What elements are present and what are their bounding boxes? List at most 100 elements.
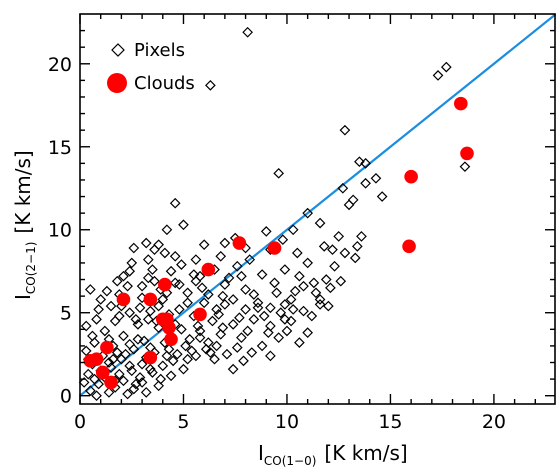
pixel-point: [122, 388, 133, 400]
pixel-point: [145, 305, 156, 317]
pixel-point: [91, 390, 102, 402]
pixel-point: [126, 257, 138, 269]
x-tick-label: 5: [177, 411, 189, 433]
pixel-point: [302, 207, 314, 219]
x-tick-label: 20: [482, 411, 506, 433]
pixel-point: [180, 340, 191, 352]
pixel-point: [184, 333, 196, 345]
y-tick-label: 5: [60, 303, 72, 325]
pixel-point: [211, 304, 222, 315]
pixel-point: [155, 373, 167, 385]
pixel-point: [271, 287, 282, 299]
pixel-point: [182, 353, 193, 365]
y-tick-label: 0: [60, 386, 72, 408]
pixel-point: [273, 167, 285, 179]
pixel-point: [240, 304, 251, 315]
pixel-point: [252, 302, 264, 314]
x-tick-label: 0: [74, 411, 86, 433]
pixel-point: [109, 315, 121, 327]
pixel-point: [118, 330, 129, 342]
pixel-point: [360, 158, 371, 169]
pixel-point: [291, 247, 303, 259]
pixel-point: [236, 270, 247, 282]
pixel-point: [122, 280, 133, 292]
pixel-point: [440, 61, 452, 73]
pixel-point: [302, 257, 314, 269]
pixel-point: [153, 322, 164, 334]
pixel-point: [161, 350, 173, 362]
pixel-point: [169, 250, 181, 262]
pixel-point: [209, 353, 220, 365]
pixel-point: [124, 307, 136, 319]
pixel-point: [215, 328, 227, 340]
cloud-point: [404, 169, 418, 184]
pixel-point: [159, 247, 171, 259]
pixel-point: [269, 277, 280, 289]
cloud-point: [454, 96, 468, 111]
pixel-point: [205, 347, 216, 358]
y-axis-title: ICO(2−1) [K km/s]: [11, 150, 38, 300]
pixel-point: [171, 348, 183, 360]
pixel-point: [256, 340, 268, 352]
cloud-point: [100, 340, 114, 355]
pixel-point: [265, 302, 276, 314]
y-axis-symbol: I: [11, 294, 35, 300]
pixel-point: [294, 337, 305, 348]
cloud-point: [143, 350, 158, 365]
pixel-point: [147, 264, 158, 275]
pixel-point: [219, 237, 231, 249]
pixel-point: [459, 161, 471, 173]
pixel-point: [124, 338, 136, 350]
cloud-point: [164, 332, 178, 347]
pixel-point: [178, 363, 189, 375]
pixel-point: [140, 237, 152, 249]
pixel-point: [190, 275, 202, 287]
pixel-point: [149, 275, 160, 287]
pixel-point: [298, 280, 309, 292]
pixel-point: [256, 269, 268, 280]
pixel-point: [145, 342, 156, 353]
pixel-point: [314, 217, 326, 229]
pixel-point: [82, 368, 94, 380]
data-points: [78, 26, 474, 402]
one-to-one-line: [79, 13, 556, 397]
pixel-point: [343, 199, 355, 211]
pixel-point: [217, 322, 229, 334]
cloud-point: [201, 262, 216, 277]
pixel-point: [136, 280, 148, 292]
pixel-point: [238, 355, 249, 367]
x-tick-label: 15: [378, 411, 402, 433]
pixel-point: [103, 387, 115, 398]
pixel-point: [165, 370, 177, 382]
pixel-point: [215, 250, 227, 262]
cloud-point: [193, 307, 207, 322]
pixel-point: [105, 300, 117, 312]
pixel-point: [298, 305, 309, 317]
pixel-point: [176, 323, 187, 335]
pixel-point: [149, 244, 160, 256]
pixel-point: [87, 330, 98, 342]
pixel-point: [244, 254, 256, 265]
pixel-point: [279, 299, 291, 310]
pixel-point: [182, 287, 193, 299]
pixel-point: [231, 342, 243, 353]
pixel-point: [349, 252, 361, 264]
pixel-point: [95, 294, 107, 305]
pixel-point: [310, 287, 322, 299]
pixel-point: [186, 345, 198, 357]
cloud-point: [232, 236, 247, 250]
pixel-point: [140, 387, 152, 398]
pixel-point: [242, 26, 253, 38]
pixel-point: [277, 234, 289, 246]
pixel-point: [327, 244, 338, 256]
y-tick-label: 15: [48, 137, 72, 159]
pixel-point: [289, 285, 301, 297]
pixel-point: [211, 340, 222, 352]
pixel-point: [101, 285, 113, 297]
pixel-point: [89, 373, 100, 385]
pixel-point: [207, 315, 218, 327]
x-axis-unit: [K km/s]: [324, 441, 407, 465]
pixel-point: [138, 335, 150, 347]
pixel-point: [285, 294, 297, 305]
